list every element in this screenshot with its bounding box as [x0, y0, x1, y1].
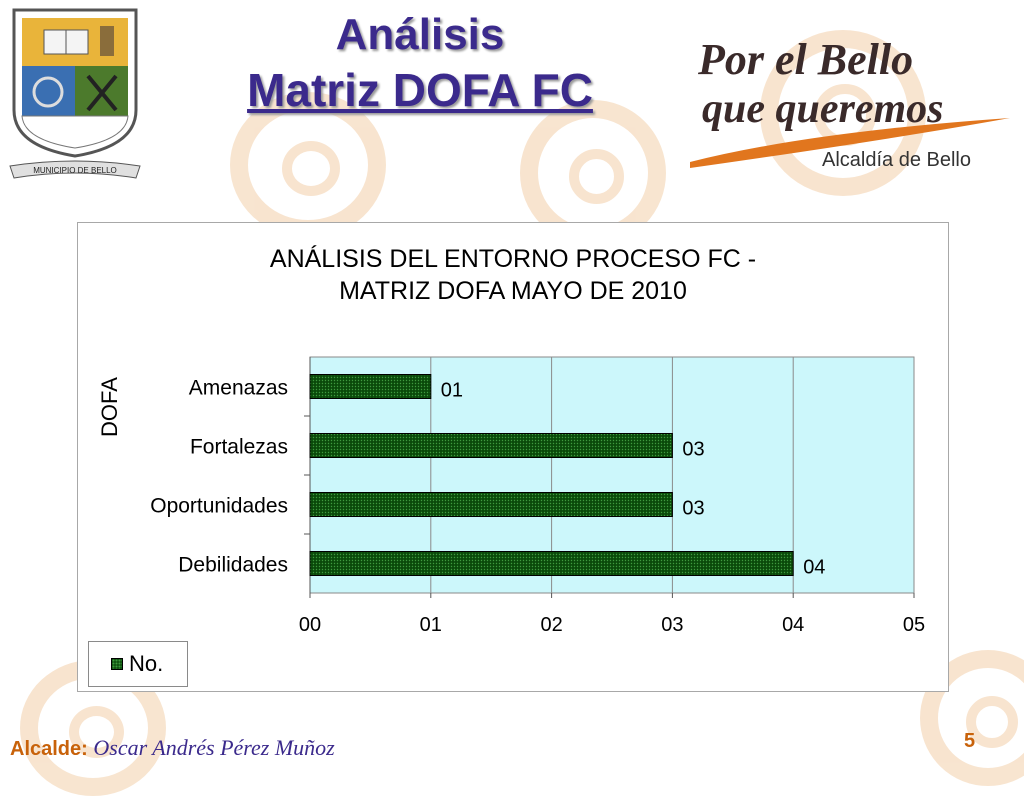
crest-caption: MUNICIPIO DE BELLO [33, 166, 117, 175]
data-label: 04 [803, 557, 825, 579]
category-label: Fortalezas [190, 436, 288, 459]
municipal-crest-logo: MUNICIPIO DE BELLO [9, 8, 141, 179]
category-label: Debilidades [178, 554, 288, 577]
chart-legend: No. [88, 641, 188, 687]
x-tick-label: 03 [661, 614, 683, 636]
footer-label: Alcalde: [10, 738, 88, 760]
data-label: 03 [682, 498, 704, 520]
bar [309, 551, 794, 576]
brand-sub: Alcaldía de Bello [822, 149, 971, 171]
data-label: 03 [682, 439, 704, 461]
bar [309, 374, 432, 399]
x-tick-label: 01 [420, 614, 442, 636]
brand-line2: que queremos [702, 86, 944, 132]
bar [309, 433, 673, 458]
x-tick-label: 05 [903, 614, 925, 636]
footer: Alcalde: Oscar Andrés Pérez Muñoz [10, 735, 335, 761]
slide-title-line2: Matriz DOFA FC [247, 64, 593, 116]
legend-label: No. [129, 651, 164, 676]
y-axis-title: DOFA [97, 377, 122, 437]
page-number: 5 [964, 730, 976, 752]
brand-line1: Por el Bello [697, 35, 913, 84]
x-tick-label: 02 [540, 614, 562, 636]
legend-swatch [111, 658, 123, 670]
x-tick-label: 04 [782, 614, 804, 636]
category-label: Amenazas [189, 377, 288, 400]
data-label: 01 [441, 380, 463, 402]
footer-name: Oscar Andrés Pérez Muñoz [93, 735, 335, 760]
dofa-chart: ANÁLISIS DEL ENTORNO PROCESO FC - MATRIZ… [77, 222, 949, 692]
x-tick-label: 00 [299, 614, 321, 636]
chart-title-line2: MATRIZ DOFA MAYO DE 2010 [339, 277, 687, 305]
chart-title-line1: ANÁLISIS DEL ENTORNO PROCESO FC - [269, 245, 757, 273]
bar [309, 492, 673, 517]
alcaldia-brand-logo: Por el Bello que queremos Alcaldía de Be… [690, 35, 1010, 171]
slide-title: Análisis Matriz DOFA FC [180, 8, 660, 118]
chart-title: ANÁLISIS DEL ENTORNO PROCESO FC - MATRIZ… [78, 243, 948, 307]
category-label: Oportunidades [150, 495, 288, 518]
chart-plot: 00 01 02 03 04 05 Debilidades 04 Oportunidades 03… [97, 356, 925, 636]
slide-title-line1: Análisis [335, 10, 505, 59]
